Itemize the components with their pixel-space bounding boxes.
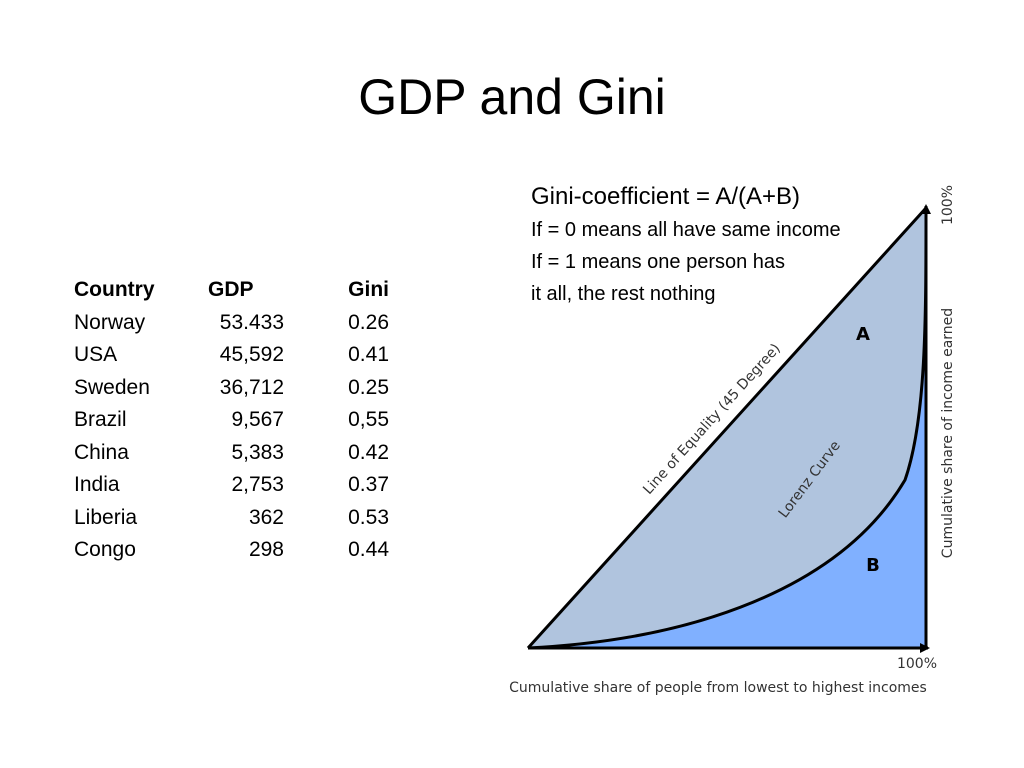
line-of-equality [526, 206, 928, 650]
gini-formula: Gini-coefficient = A/(A+B) [531, 183, 801, 210]
cell-gdp: 9,567 [231, 408, 284, 431]
cell-gini: 0.53 [348, 505, 389, 529]
explanation-line-1: If = 0 means all have same income [531, 219, 841, 241]
cell-gdp: 45,592 [219, 343, 284, 366]
header-gdp: GDP [208, 278, 254, 301]
table-row: China 5,383 0.42 [74, 437, 389, 470]
cell-gini: 0.41 [348, 343, 389, 366]
table-row: USA 45,592 0.41 [74, 339, 389, 372]
table-row: Norway 53.433 0.26 [74, 307, 389, 340]
table-row: Liberia 362 0.53 [74, 502, 389, 535]
cell-country: Brazil [74, 408, 127, 431]
cell-gini: 0,55 [348, 408, 389, 431]
table-row: Congo 298 0.44 [74, 534, 389, 567]
cell-gini: 0.25 [348, 375, 389, 399]
y-end-label: 100% [940, 185, 956, 225]
cell-gini: 0.26 [348, 310, 389, 334]
explanation-line-3: it all, the rest nothing [531, 283, 716, 305]
cell-gdp: 2,753 [231, 473, 284, 496]
gini-explanation: Gini-coefficient = A/(A+B) If = 0 means … [531, 180, 841, 310]
cell-country: China [74, 440, 129, 464]
table-row: India 2,753 0.37 [74, 469, 389, 502]
cell-country: Norway [74, 310, 146, 334]
cell-gdp: 298 [248, 538, 284, 561]
area-b-label: B [866, 555, 880, 576]
table-row: Sweden 36,712 0.25 [74, 372, 389, 405]
cell-gdp: 36,712 [219, 375, 284, 399]
gdp-gini-table: Country GDP Gini Norway 53.433 0.26 USA … [74, 274, 389, 567]
cell-country: Congo [74, 538, 136, 561]
header-country: Country [74, 278, 155, 301]
table-header-row: Country GDP Gini [74, 274, 389, 307]
header-gini: Gini [348, 278, 389, 301]
cell-gdp: 362 [248, 505, 284, 529]
y-axis-label: Cumulative share of income earned [940, 308, 956, 558]
explanation-line-2: If = 1 means one person has [531, 251, 786, 273]
table-row: Brazil 9,567 0,55 [74, 404, 389, 437]
cell-country: USA [74, 343, 118, 366]
cell-country: Liberia [74, 505, 138, 529]
slide-title: GDP and Gini [358, 69, 666, 125]
cell-gini: 0.37 [348, 473, 389, 496]
cell-gini: 0.42 [348, 440, 389, 464]
cell-country: Sweden [74, 375, 150, 399]
x-axis-label: Cumulative share of people from lowest t… [509, 680, 927, 696]
cell-country: India [74, 473, 120, 496]
area-b-region [528, 208, 926, 648]
cell-gini: 0.44 [348, 538, 389, 561]
area-a-label: A [856, 324, 870, 345]
cell-gdp: 53.433 [219, 310, 284, 334]
cell-gdp: 5,383 [231, 440, 284, 464]
x-end-label: 100% [897, 656, 937, 672]
